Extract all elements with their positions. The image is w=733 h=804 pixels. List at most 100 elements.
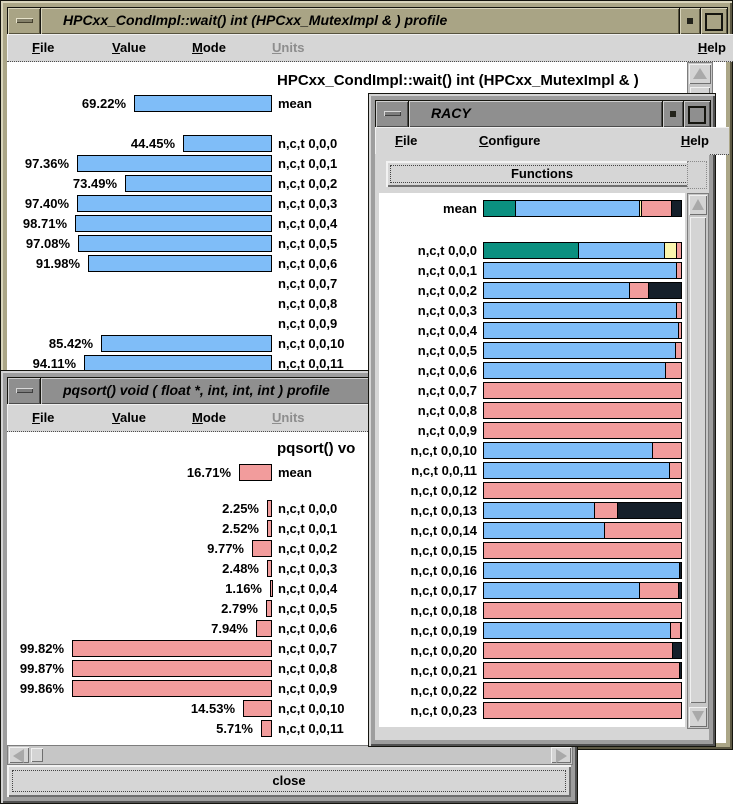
- profile-row: 5.71% n,c,t 0,0,11: [7, 719, 571, 739]
- bar-segment-blue: [484, 583, 639, 598]
- window-menu-button[interactable]: [8, 378, 40, 404]
- menu-help[interactable]: Help: [697, 40, 726, 55]
- scroll-up-button[interactable]: [689, 64, 711, 84]
- thread-label: n,c,t 0,0,23: [410, 703, 477, 718]
- minimize-button[interactable]: [680, 8, 700, 34]
- function-row: n,c,t 0,0,0: [379, 241, 685, 261]
- function-bar[interactable]: [483, 662, 682, 679]
- thread-label: n,c,t 0,0,22: [410, 683, 477, 698]
- scrollbar-thumb[interactable]: [31, 748, 43, 762]
- function-bar[interactable]: [483, 342, 682, 359]
- thread-label: n,c,t 0,0,21: [410, 663, 477, 678]
- maximize-button[interactable]: [684, 101, 710, 127]
- function-bar[interactable]: [483, 502, 682, 519]
- function-row: n,c,t 0,0,8: [379, 401, 685, 421]
- bar-segment-pink: [676, 243, 681, 258]
- thread-label: n,c,t 0,0,15: [410, 543, 477, 558]
- percent-label: 5.71%: [216, 721, 253, 736]
- thread-label: n,c,t 0,0,1: [278, 156, 338, 171]
- scroll-left-button[interactable]: [9, 747, 29, 763]
- thread-label: n,c,t 0,0,9: [417, 423, 477, 438]
- menu-value[interactable]: Value: [112, 40, 146, 55]
- up-arrow-icon: [693, 68, 707, 79]
- thread-label: n,c,t 0,0,11: [278, 721, 344, 736]
- scrollbar-thumb[interactable]: [690, 217, 706, 703]
- menu-help[interactable]: Help: [680, 133, 709, 148]
- function-bar[interactable]: [483, 322, 682, 339]
- function-bar[interactable]: [483, 602, 682, 619]
- function-bar[interactable]: [483, 482, 682, 499]
- function-bar[interactable]: [483, 622, 682, 639]
- bar-segment-blue: [484, 503, 595, 518]
- bar-segment-pink: [484, 603, 681, 618]
- function-bar[interactable]: [483, 382, 682, 399]
- menu-units: Units: [272, 40, 305, 55]
- thread-label: n,c,t 0,0,5: [278, 236, 338, 251]
- thread-label: n,c,t 0,0,6: [417, 363, 477, 378]
- thread-label: n,c,t 0,0,3: [278, 196, 338, 211]
- profile-row: 99.87% n,c,t 0,0,8: [7, 659, 571, 679]
- bar-segment-yellow: [664, 243, 677, 258]
- function-bar[interactable]: [483, 282, 682, 299]
- profile-bar: [75, 215, 272, 232]
- percent-label: 94.11%: [32, 356, 76, 371]
- menu-configure[interactable]: Configure: [479, 133, 541, 148]
- profile-bar: [101, 335, 272, 352]
- profile-bar: [125, 175, 272, 192]
- function-bar[interactable]: [483, 562, 682, 579]
- menu-file[interactable]: File: [32, 410, 55, 425]
- bar-segment-blue: [484, 343, 676, 358]
- scroll-right-button[interactable]: [551, 747, 571, 763]
- function-bar[interactable]: [483, 642, 682, 659]
- racy-body: Functions mean n,c,t 0,0,0 n,c,t 0,0,1 n,c…: [375, 154, 709, 740]
- function-bar[interactable]: [483, 702, 682, 719]
- thread-label: n,c,t 0,0,2: [278, 176, 338, 191]
- bar-segment-pink: [675, 303, 681, 318]
- hpcxx-titlebar[interactable]: HPCxx_CondImpl::wait() int (HPCxx_MutexI…: [7, 7, 728, 35]
- function-bar[interactable]: [483, 542, 682, 559]
- scroll-down-button[interactable]: [689, 707, 707, 727]
- function-bar[interactable]: [483, 422, 682, 439]
- function-bar[interactable]: [483, 362, 682, 379]
- percent-label: 2.79%: [221, 601, 258, 616]
- function-bar[interactable]: [483, 442, 682, 459]
- window-menu-button[interactable]: [8, 8, 40, 34]
- close-button[interactable]: close: [7, 765, 571, 797]
- pqsort-rows-area: 2.25% n,c,t 0,0,0 2.52% n,c,t 0,0,1 9.77% n,c…: [7, 499, 571, 739]
- left-arrow-icon: [13, 749, 24, 763]
- menu-file[interactable]: File: [395, 133, 418, 148]
- function-bar[interactable]: [483, 200, 682, 217]
- bar-segment-blue: [484, 443, 653, 458]
- pqsort-horizontal-scrollbar[interactable]: [7, 745, 573, 765]
- pqsort-mean-row-area: 16.71% mean: [7, 463, 571, 483]
- menu-file[interactable]: File: [32, 40, 55, 55]
- function-bar[interactable]: [483, 462, 682, 479]
- function-bar[interactable]: [483, 402, 682, 419]
- thread-label: n,c,t 0,0,6: [278, 256, 338, 271]
- function-bar[interactable]: [483, 522, 682, 539]
- menu-value[interactable]: Value: [112, 410, 146, 425]
- function-row: n,c,t 0,0,3: [379, 301, 685, 321]
- thread-label: mean: [443, 201, 477, 216]
- bar-segment-dark: [616, 503, 681, 518]
- bar-segment-green: [484, 201, 515, 216]
- up-arrow-icon: [692, 199, 704, 210]
- bar-segment-dark: [680, 623, 681, 638]
- function-bar[interactable]: [483, 262, 682, 279]
- menu-mode[interactable]: Mode: [192, 40, 226, 55]
- functions-header-button[interactable]: Functions: [386, 161, 698, 187]
- thread-label: n,c,t 0,0,11: [411, 463, 477, 478]
- minimize-button[interactable]: [663, 101, 683, 127]
- racy-titlebar[interactable]: RACY: [375, 100, 711, 128]
- function-bar[interactable]: [483, 302, 682, 319]
- hpcxx-chart-title: HPCxx_CondImpl::wait() int (HPCxx_MutexI…: [277, 72, 639, 89]
- scroll-up-button[interactable]: [689, 195, 707, 215]
- function-bar[interactable]: [483, 242, 682, 259]
- maximize-button[interactable]: [701, 8, 727, 34]
- function-bar[interactable]: [483, 682, 682, 699]
- racy-vertical-scrollbar[interactable]: [687, 193, 709, 729]
- menu-mode[interactable]: Mode: [192, 410, 226, 425]
- window-menu-button[interactable]: [376, 101, 408, 127]
- function-bar[interactable]: [483, 582, 682, 599]
- racy-menubar: File Configure Help: [375, 127, 729, 155]
